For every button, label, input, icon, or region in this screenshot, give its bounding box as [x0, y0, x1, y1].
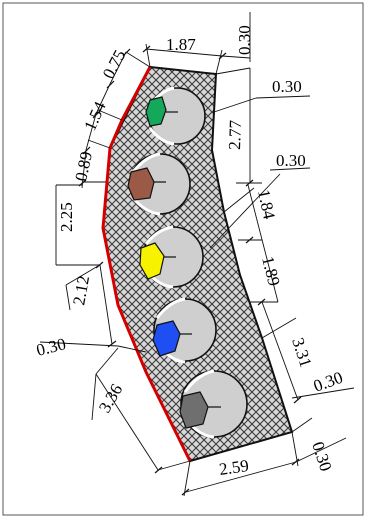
dim-right-lead-2: 0.30 — [276, 151, 306, 170]
dim-right-lead-1: 0.30 — [272, 77, 302, 96]
dim-left-b: 0.89 — [71, 150, 96, 183]
duct-yellow — [139, 225, 204, 289]
dim-top-left-a: 0.75 — [99, 47, 130, 82]
dim-left-d: 2.12 — [69, 274, 93, 307]
dimension-lines — [39, 12, 355, 497]
dim-bottom-right-offset: 0.30 — [308, 439, 335, 473]
dim-right-a: 2.77 — [225, 119, 245, 150]
duct-brown — [127, 152, 191, 216]
dim-right-d: 3.31 — [288, 335, 315, 369]
dimension-ticks — [78, 45, 302, 496]
dim-left-a: 1.54 — [80, 98, 110, 133]
dim-right-c: 1.89 — [258, 254, 284, 287]
dim-right-lower-offset: 0.30 — [311, 368, 345, 396]
dim-left-c: 2.25 — [57, 202, 76, 232]
dim-left-bottom: 3.36 — [95, 381, 126, 416]
dim-left-lower-offset: 0.30 — [34, 334, 67, 360]
duct-gray — [179, 369, 248, 439]
dim-top-right-offset: 0.30 — [235, 25, 254, 55]
dim-bottom-width: 2.59 — [218, 456, 250, 479]
duct-green — [145, 86, 206, 146]
dim-right-b: 1.84 — [254, 188, 279, 222]
dim-top-width: 1.87 — [166, 35, 196, 54]
duct-blue — [152, 297, 217, 364]
